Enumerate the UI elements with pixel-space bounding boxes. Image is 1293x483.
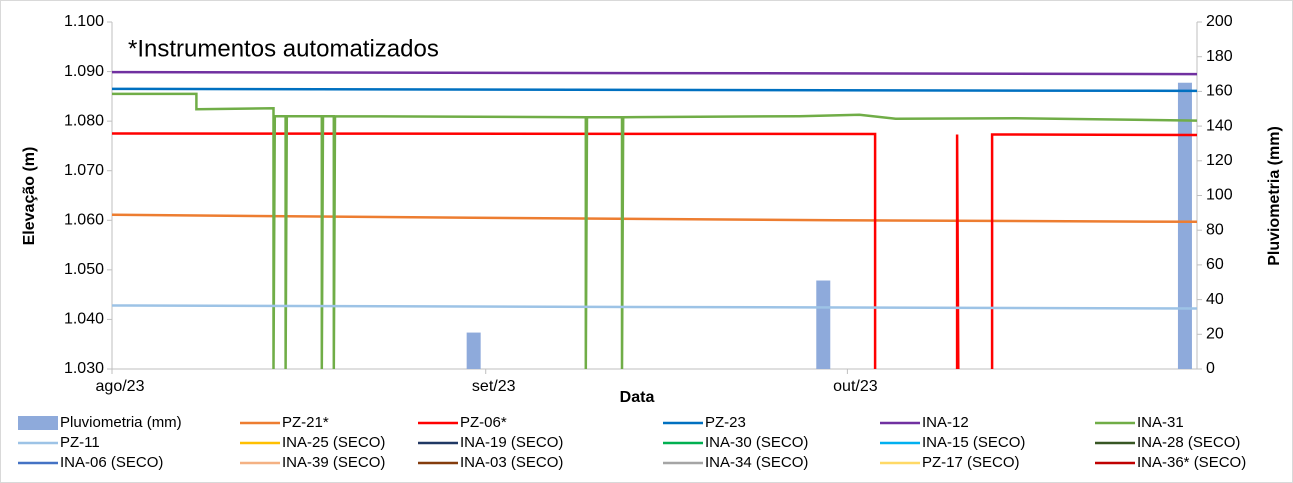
legend-label: INA-28 (SECO): [1137, 434, 1240, 451]
x-axis-title: Data: [620, 389, 655, 406]
legend-label: PZ-06*: [460, 414, 507, 431]
legend-label: INA-12: [922, 414, 969, 431]
series-line: [111, 132, 1198, 370]
y-tick-label: 1.070: [64, 162, 104, 179]
series-line: [111, 213, 1198, 224]
legend-label: INA-36* (SECO): [1137, 454, 1246, 471]
y2-tick-label: 40: [1206, 291, 1224, 308]
legend-label: INA-15 (SECO): [922, 434, 1025, 451]
x-tick-label: ago/23: [96, 378, 145, 395]
legend-label: PZ-21*: [282, 414, 329, 431]
y-tick-label: 1.090: [64, 63, 104, 80]
legend-label: INA-39 (SECO): [282, 454, 385, 471]
y2-tick-label: 60: [1206, 256, 1224, 273]
series-line: [111, 304, 1198, 310]
y2-tick-label: 140: [1206, 117, 1233, 134]
bar: [466, 332, 481, 369]
y2-tick-label: 180: [1206, 48, 1233, 65]
y2-tick-label: 100: [1206, 187, 1233, 204]
y2-axis-title: Pluviometria (mm): [1266, 126, 1283, 266]
y-tick-label: 1.050: [64, 261, 104, 278]
legend-label: INA-31: [1137, 414, 1184, 431]
legend-label: INA-34 (SECO): [705, 454, 808, 471]
bar: [816, 280, 831, 369]
legend-swatch: [18, 416, 58, 430]
y-tick-label: 1.030: [64, 360, 104, 377]
series-line: [111, 87, 1198, 93]
y-tick-label: 1.060: [64, 212, 104, 229]
series-line: [112, 92, 1198, 370]
x-tick-label: set/23: [472, 378, 516, 395]
legend-label: INA-25 (SECO): [282, 434, 385, 451]
y-tick-label: 1.080: [64, 112, 104, 129]
legend-label: Pluviometria (mm): [60, 414, 182, 431]
y2-tick-label: 120: [1206, 152, 1233, 169]
legend-label: PZ-11: [60, 434, 100, 451]
y-tick-label: 1.040: [64, 311, 104, 328]
legend: Pluviometria (mm) PZ-21* PZ-06* PZ-23 INA-12…: [18, 414, 1246, 471]
bar: [1177, 82, 1192, 369]
legend-label: INA-06 (SECO): [60, 454, 163, 471]
y2-tick-label: 160: [1206, 83, 1233, 100]
annotation: *Instrumentos automatizados: [128, 35, 439, 62]
legend-label: PZ-23: [705, 414, 746, 431]
legend-label: INA-19 (SECO): [460, 434, 563, 451]
legend-label: INA-03 (SECO): [460, 454, 563, 471]
y2-tick-label: 200: [1206, 13, 1233, 30]
x-tick-label: out/23: [833, 378, 878, 395]
y2-tick-label: 0: [1206, 360, 1215, 377]
y2-tick-label: 80: [1206, 221, 1224, 238]
y-axis-title: Elevação (m): [21, 147, 38, 246]
y-tick-label: 1.100: [64, 13, 104, 30]
legend-label: INA-30 (SECO): [705, 434, 808, 451]
legend-label: PZ-17 (SECO): [922, 454, 1020, 471]
series-line: [111, 70, 1198, 76]
y2-tick-label: 20: [1206, 326, 1224, 343]
